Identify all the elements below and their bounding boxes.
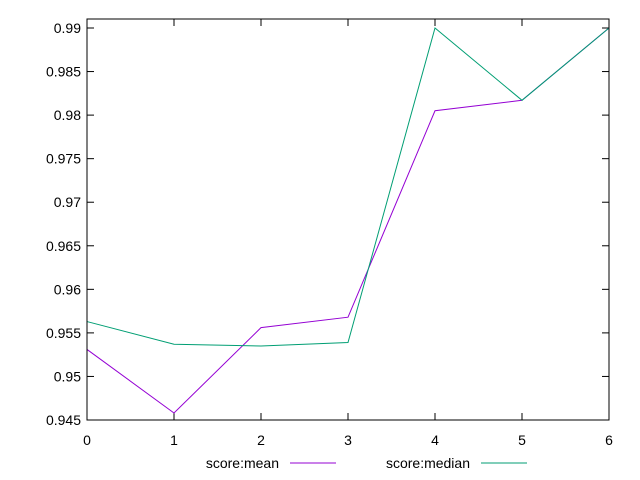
x-tick-label: 2 xyxy=(257,432,265,448)
x-tick-label: 6 xyxy=(605,432,613,448)
x-tick-label: 4 xyxy=(431,432,439,448)
y-tick-label: 0.985 xyxy=(46,64,81,80)
y-axis: 0.945 0.95 0.955 0.96 0.965 0.97 0.975 0.98 0.98… xyxy=(46,20,609,428)
y-tick-label: 0.975 xyxy=(46,151,81,167)
series-layer xyxy=(86,27,610,414)
legend-label-0: score:mean xyxy=(206,455,279,471)
series-line-1 xyxy=(86,27,610,347)
x-axis: 0 1 2 3 4 5 6 xyxy=(83,19,613,448)
x-tick-label: 3 xyxy=(344,432,352,448)
series-line-0 xyxy=(86,27,610,414)
x-tick-label: 1 xyxy=(170,432,178,448)
y-tick-label: 0.95 xyxy=(54,368,81,384)
y-tick-label: 0.955 xyxy=(46,325,81,341)
y-tick-label: 0.99 xyxy=(54,20,81,36)
y-tick-label: 0.96 xyxy=(54,281,81,297)
y-tick-label: 0.965 xyxy=(46,238,81,254)
x-tick-label: 5 xyxy=(518,432,526,448)
legend-label-1: score:median xyxy=(386,455,470,471)
y-tick-label: 0.98 xyxy=(54,107,81,123)
y-tick-label: 0.97 xyxy=(54,194,81,210)
x-tick-label: 0 xyxy=(83,432,91,448)
plot-frame xyxy=(86,18,610,421)
legend: score:mean score:median xyxy=(206,455,527,471)
y-tick-label: 0.945 xyxy=(46,412,81,428)
